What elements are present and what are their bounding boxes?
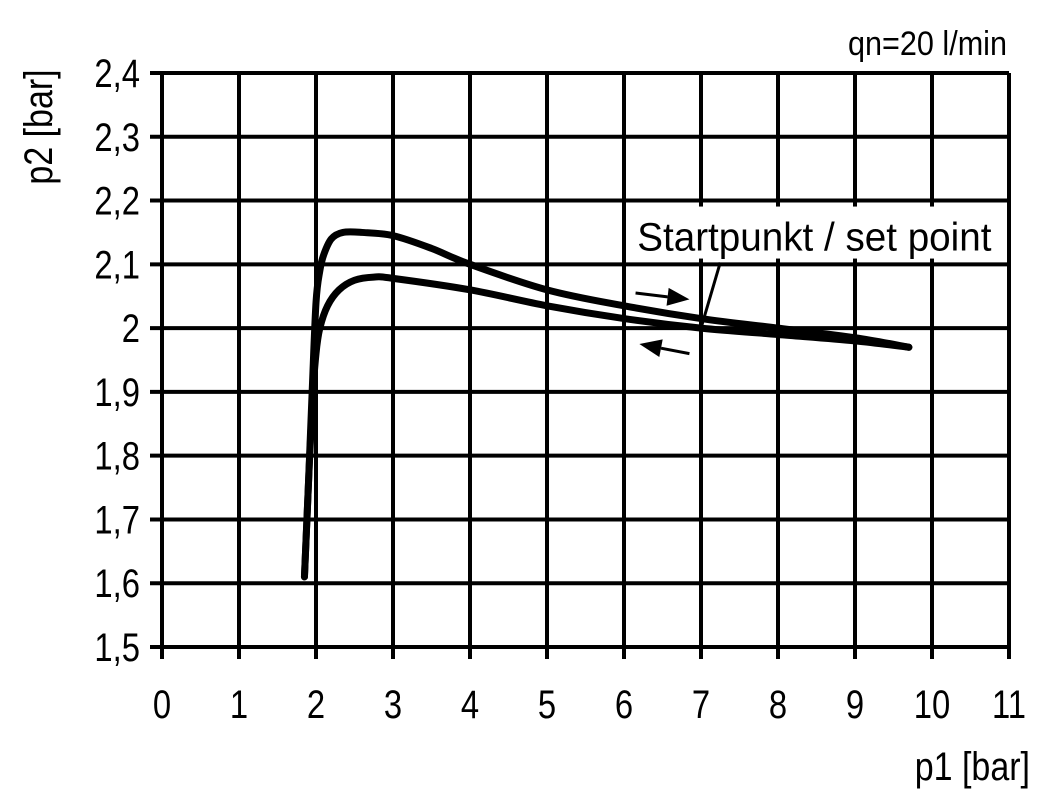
y-tick-label: 1,8 — [94, 434, 140, 479]
y-tick-label: 1,7 — [94, 497, 140, 542]
arrow-left-icon — [639, 339, 663, 358]
series-line-1 — [300, 228, 913, 581]
y-tick-label: 1,5 — [94, 625, 140, 670]
arrow-right-shaft — [635, 291, 668, 299]
y-tick-label: 1,9 — [94, 370, 140, 415]
tick-labels: 0 1 2 3 4 5 6 7 8 9 10 11 1,5 1,6 1,7 1,8 1,9 2 2,1 2,2 2,3 2… — [94, 51, 1026, 727]
y-tick-label: 1,6 — [94, 561, 140, 606]
x-axis-label: p1 [bar] — [915, 743, 1030, 788]
top-annotation: qn=20 l/min — [848, 25, 1007, 63]
x-tick-label: 7 — [692, 682, 710, 727]
y-axis-label: p2 [bar] — [15, 69, 60, 184]
x-tick-label: 1 — [230, 682, 248, 727]
arrow-left-shaft — [660, 346, 690, 356]
annotations: Startpunkt / set point — [633, 206, 998, 358]
x-tick-label: 0 — [153, 682, 171, 727]
callout-label-background — [633, 206, 998, 259]
x-tick-label: 8 — [769, 682, 787, 727]
x-tick-label: 10 — [914, 682, 950, 727]
series-group — [300, 228, 913, 581]
x-tick-label: 6 — [615, 682, 633, 727]
x-tick-label: 9 — [846, 682, 864, 727]
x-tick-label: 11 — [992, 682, 1026, 727]
arrow-right-icon — [666, 287, 690, 306]
y-tick-label: 2,1 — [94, 242, 140, 287]
grid — [150, 71, 1011, 659]
x-tick-label: 4 — [461, 682, 479, 727]
y-tick-label: 2,4 — [94, 51, 140, 96]
y-tick-label: 2 — [122, 306, 140, 351]
callout-leader-line — [699, 262, 722, 329]
y-tick-label: 2,2 — [94, 178, 140, 223]
callout-label: Startpunkt / set point — [637, 216, 991, 260]
x-tick-label: 5 — [538, 682, 556, 727]
x-tick-label: 3 — [384, 682, 402, 727]
series-line-2 — [300, 273, 913, 581]
x-tick-label: 2 — [307, 682, 325, 727]
y-tick-label: 2,3 — [94, 115, 140, 160]
